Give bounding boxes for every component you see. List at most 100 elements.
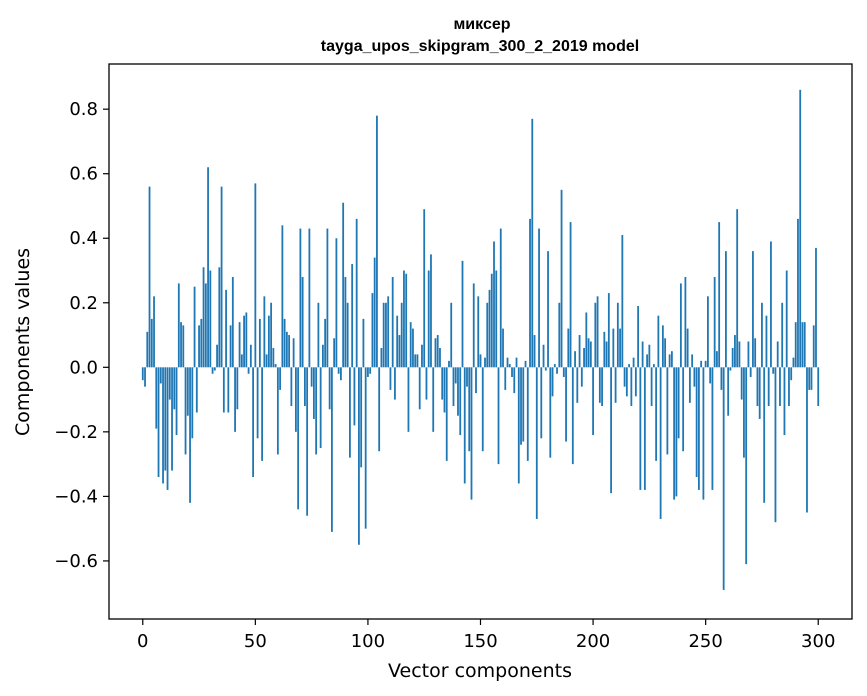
- bar-component-281: [774, 367, 777, 523]
- bar-component-28: [204, 283, 207, 368]
- bar-component-83: [328, 367, 331, 410]
- bar-component-54: [263, 296, 266, 368]
- x-tick-label: 200: [576, 631, 610, 652]
- bar-component-31: [211, 367, 214, 374]
- bar-component-56: [267, 315, 270, 368]
- bar-component-270: [749, 367, 752, 377]
- bar-component-122: [416, 354, 419, 368]
- bar-component-274: [758, 367, 761, 419]
- bar-component-136: [448, 360, 450, 368]
- bar-component-38: [227, 367, 230, 413]
- bar-component-195: [580, 367, 583, 387]
- bar-component-108: [385, 302, 387, 368]
- bar-component-292: [799, 89, 802, 368]
- bar-component-34: [218, 267, 221, 368]
- bar-component-145: [468, 367, 471, 452]
- bar-component-61: [279, 367, 282, 390]
- bar-component-24: [195, 367, 198, 413]
- x-tick-label: 100: [351, 631, 385, 652]
- bar-component-155: [490, 273, 493, 368]
- bar-component-262: [731, 347, 734, 368]
- bar-component-32: [213, 367, 216, 371]
- bar-component-196: [583, 347, 585, 368]
- bar-component-120: [412, 328, 414, 368]
- bar-component-231: [661, 325, 664, 368]
- bar-component-1: [144, 367, 146, 387]
- bar-component-246: [695, 367, 698, 478]
- bar-component-248: [700, 360, 703, 368]
- bar-component-191: [571, 367, 574, 465]
- bar-component-123: [418, 367, 421, 410]
- x-tick-label: 0: [137, 631, 148, 652]
- bar-component-185: [558, 302, 561, 368]
- bar-component-132: [439, 347, 441, 368]
- bar-component-189: [567, 328, 570, 368]
- bar-component-190: [569, 222, 572, 368]
- bar-component-17: [180, 322, 182, 368]
- bar-component-186: [560, 189, 563, 368]
- bar-component-258: [722, 367, 725, 590]
- bar-component-10: [164, 367, 167, 471]
- bar-component-229: [657, 315, 660, 368]
- bar-component-137: [450, 302, 453, 368]
- bar-component-224: [646, 354, 649, 368]
- bar-component-53: [261, 367, 263, 461]
- bar-component-271: [752, 251, 754, 368]
- bar-component-245: [693, 367, 696, 387]
- bar-component-276: [763, 367, 766, 503]
- bar-component-287: [788, 367, 790, 407]
- bar-component-188: [565, 367, 567, 442]
- bar-component-238: [677, 367, 680, 439]
- bar-component-154: [488, 289, 491, 368]
- bar-component-169: [522, 367, 525, 442]
- bar-component-64: [285, 331, 288, 368]
- bar-component-59: [274, 364, 277, 368]
- bar-component-225: [648, 344, 651, 368]
- bar-component-255: [716, 351, 718, 368]
- bar-component-66: [290, 367, 293, 407]
- bar-component-146: [470, 367, 473, 500]
- bar-component-299: [815, 247, 817, 368]
- bar-component-29: [207, 167, 209, 368]
- bar-component-205: [603, 331, 606, 368]
- bar-component-81: [324, 318, 327, 368]
- bar-component-257: [720, 367, 723, 390]
- bar-component-241: [684, 276, 687, 368]
- bar-component-204: [601, 367, 603, 407]
- bar-component-23: [193, 286, 196, 368]
- bar-component-35: [220, 186, 223, 368]
- bar-component-215: [625, 367, 628, 397]
- bar-component-272: [754, 338, 757, 368]
- bar-component-95: [355, 218, 358, 368]
- bar-component-267: [743, 367, 745, 458]
- bar-component-70: [299, 228, 302, 368]
- bar-component-167: [517, 367, 520, 484]
- bar-component-213: [621, 235, 624, 368]
- bar-component-42: [236, 367, 239, 410]
- bar-component-5: [153, 296, 155, 368]
- bar-component-67: [292, 338, 295, 368]
- bar-component-253: [711, 367, 714, 490]
- bar-component-228: [655, 367, 658, 461]
- bar-component-141: [459, 367, 462, 436]
- bar-component-124: [421, 344, 423, 368]
- bar-component-194: [578, 335, 581, 368]
- bar-component-165: [513, 367, 516, 394]
- bar-component-261: [729, 367, 732, 371]
- bar-component-226: [650, 367, 653, 407]
- bar-component-275: [761, 302, 763, 368]
- bar-component-76: [312, 367, 315, 419]
- bar-component-208: [610, 367, 612, 494]
- bar-component-300: [817, 367, 820, 407]
- bar-component-294: [803, 322, 806, 368]
- bar-component-98: [362, 318, 365, 368]
- bar-component-9: [162, 367, 164, 484]
- bar-component-268: [745, 367, 748, 565]
- bar-component-237: [675, 367, 678, 497]
- bar-component-63: [283, 318, 286, 368]
- bar-component-80: [321, 344, 324, 368]
- bar-component-251: [707, 296, 709, 368]
- bar-component-230: [659, 367, 662, 519]
- bar-component-68: [294, 367, 297, 432]
- bar-component-51: [256, 367, 259, 439]
